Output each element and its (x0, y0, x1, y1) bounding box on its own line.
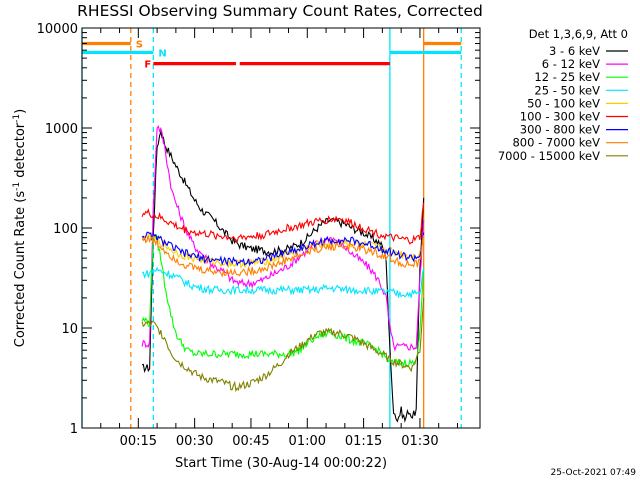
series-line-5 (141, 202, 425, 245)
legend-entry-label: 800 - 7000 keV (512, 136, 600, 150)
series-line-1 (141, 125, 425, 352)
x-tick-label: 00:30 (176, 434, 213, 449)
flag-label-f: F (144, 60, 151, 71)
legend-entry-label: 6 - 12 keV (542, 57, 600, 71)
y-axis-label-end: ) (13, 109, 28, 114)
chart-title: RHESSI Observing Summary Count Rates, Co… (77, 2, 483, 20)
legend-entry-label: 7000 - 15000 keV (498, 149, 600, 163)
flag-label-n: N (158, 48, 166, 59)
x-axis-label: Start Time (30-Aug-14 00:00:22) (175, 456, 387, 471)
legend-entry-label: 300 - 800 keV (520, 123, 600, 137)
y-tick-label: 100 (53, 222, 78, 237)
x-axis: 00:15 00:30 00:45 01:00 01:15 01:30 (100, 28, 458, 449)
y-axis-label-mid: detector (13, 122, 28, 182)
timestamp: 25-Oct-2021 07:49 (551, 468, 637, 478)
x-tick-label: 01:15 (345, 434, 382, 449)
x-tick-label: 00:45 (232, 434, 269, 449)
x-tick-label: 01:00 (289, 434, 326, 449)
legend-title: Det 1,3,6,9, Att 0 (529, 27, 628, 41)
legend-entry-label: 100 - 300 keV (520, 110, 600, 124)
series-line-3 (141, 266, 425, 299)
x-tick-label: 00:15 (120, 434, 157, 449)
series-line-8 (141, 297, 425, 393)
series-line-6 (141, 231, 425, 267)
y-axis-label-main: Corrected Count Rate (s (13, 191, 28, 348)
legend-entry-label: 3 - 6 keV (549, 44, 600, 58)
y-tick-label: 10000 (37, 22, 78, 37)
y-tick-label: 10 (61, 322, 78, 337)
flag-label-s: S (136, 39, 143, 50)
x-tick-label: 01:30 (401, 434, 438, 449)
series-line-7 (141, 234, 425, 278)
y-axis: 1 10 100 1000 10000 (37, 22, 480, 437)
y-axis-label-sup2: -1 (12, 114, 22, 123)
y-tick-label: 1000 (45, 122, 78, 137)
legend-entry-label: 50 - 100 keV (527, 96, 600, 110)
legend-entry-label: 25 - 50 keV (534, 83, 600, 97)
y-axis-label-sup1: -1 (12, 182, 22, 191)
y-axis-label: Corrected Count Rate (s-1 detector-1) (12, 109, 28, 347)
y-tick-label: 1 (70, 422, 78, 437)
series-line-2 (141, 233, 425, 368)
data-layer: S NF (81, 28, 462, 428)
legend-entry-label: 12 - 25 keV (534, 70, 600, 84)
